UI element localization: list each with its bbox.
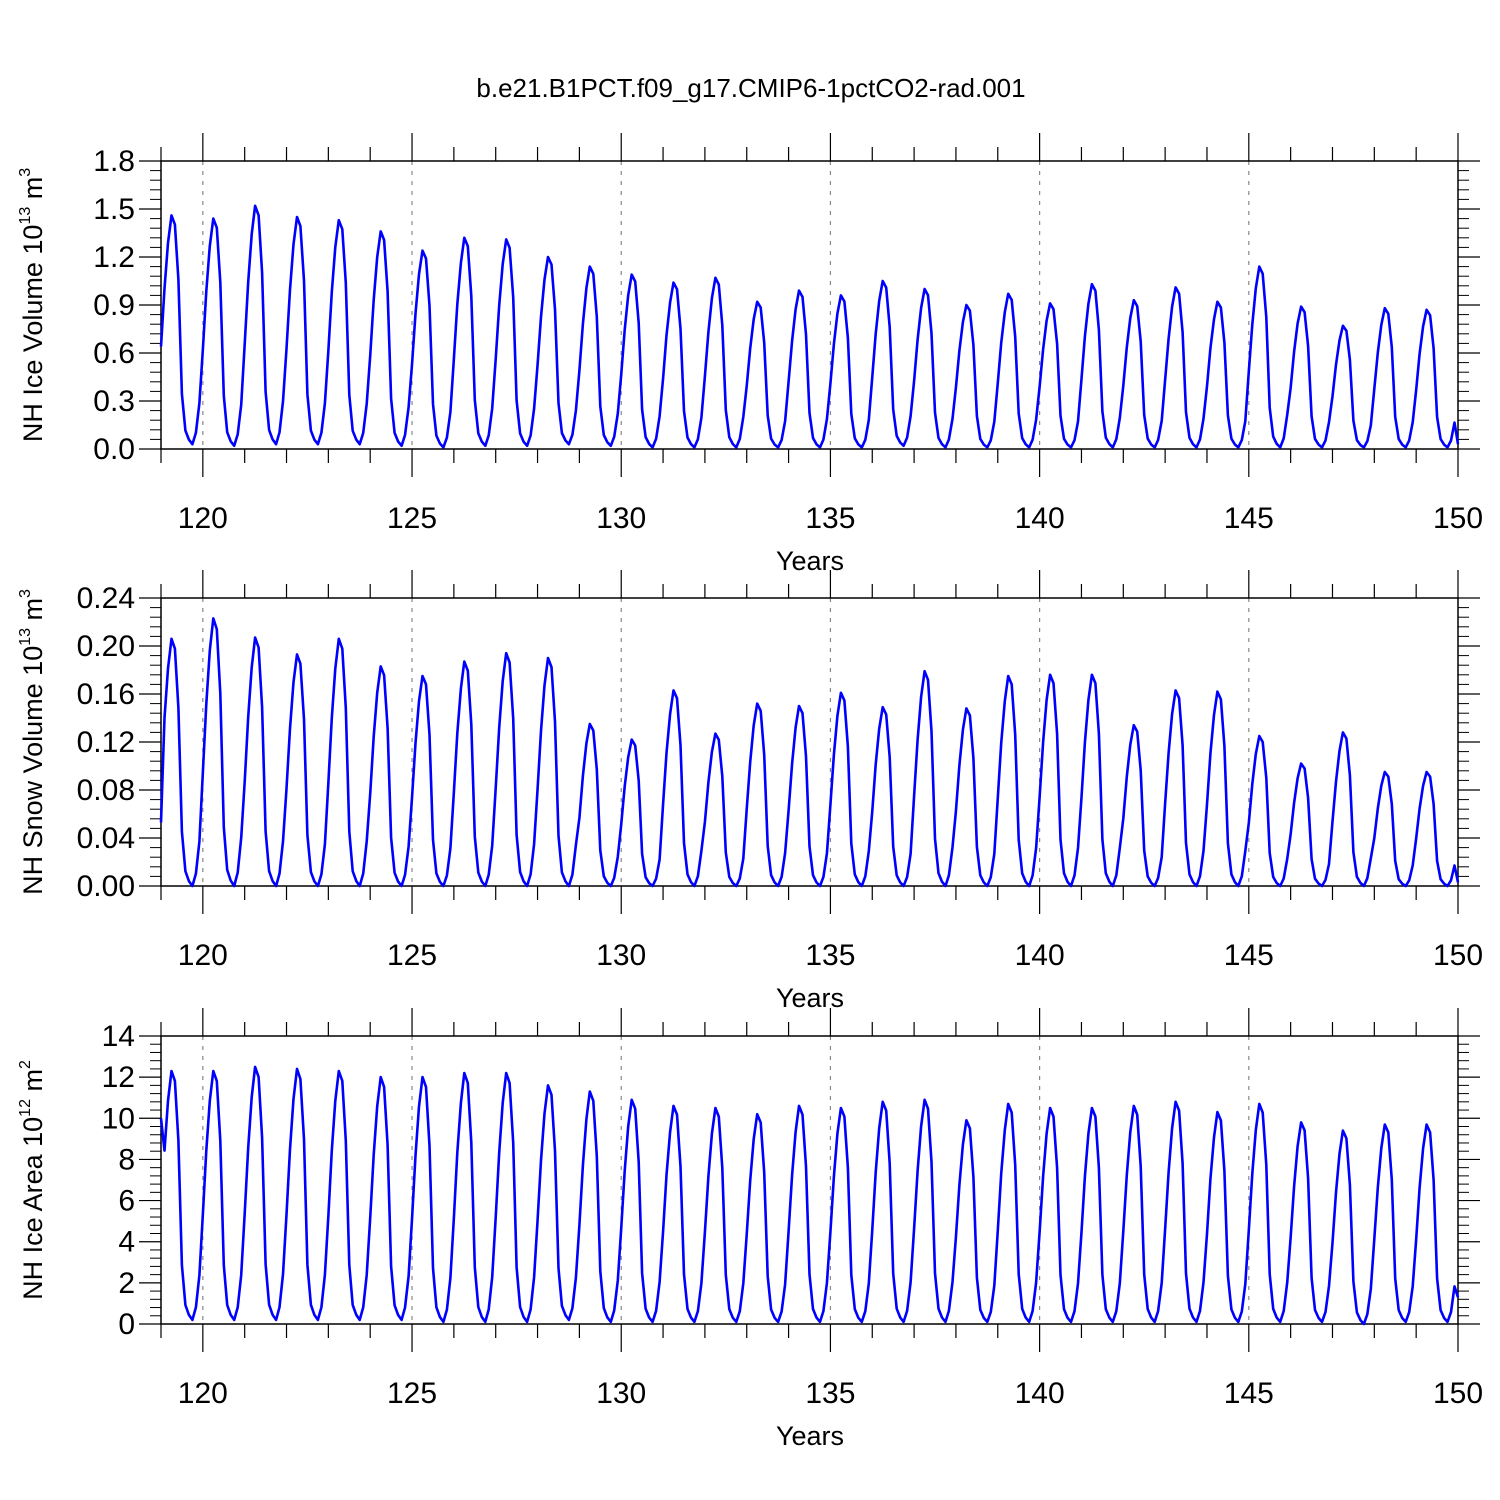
y-tick-label: 0.16 xyxy=(77,678,135,711)
y-tick-label: 0.3 xyxy=(93,385,135,418)
x-tick-label: 125 xyxy=(387,1377,437,1410)
y-axis-label: NH Ice Area 1012 m2 xyxy=(17,1060,48,1300)
y-tick-label: 14 xyxy=(102,1020,135,1053)
panel-2: 0.00 0.04 0.08 0.12 0.16 0.20 0.24 120 125 130 135… xyxy=(17,570,1483,1013)
x-tick-label: 150 xyxy=(1433,1377,1483,1410)
y-tick-label: 0.9 xyxy=(93,289,135,322)
x-tick-label: 145 xyxy=(1224,502,1274,535)
x-tick-label: 130 xyxy=(596,1377,646,1410)
x-tick-label: 130 xyxy=(596,502,646,535)
x-tick-label: 140 xyxy=(1015,502,1065,535)
y-tick-label: 1.2 xyxy=(93,241,135,274)
y-tick-label: 12 xyxy=(102,1061,135,1094)
y-tick-label: 0.24 xyxy=(77,582,135,615)
x-tick-label: 135 xyxy=(805,1377,855,1410)
x-tick-label: 145 xyxy=(1224,939,1274,972)
y-tick-label: 0.08 xyxy=(77,774,135,807)
y-tick-label: 0.04 xyxy=(77,822,135,855)
y-tick-label: 0 xyxy=(118,1308,135,1341)
y-tick-label: 0.00 xyxy=(77,870,135,903)
x-tick-label: 120 xyxy=(178,1377,228,1410)
x-tick-label: 125 xyxy=(387,939,437,972)
x-tick-label: 125 xyxy=(387,502,437,535)
x-tick-label: 145 xyxy=(1224,1377,1274,1410)
y-tick-label: 6 xyxy=(118,1185,135,1218)
x-tick-label: 130 xyxy=(596,939,646,972)
figure-title: b.e21.B1PCT.f09_g17.CMIP6-1pctCO2-rad.00… xyxy=(476,73,1025,103)
y-tick-label: 10 xyxy=(102,1102,135,1135)
panel-1: 0.0 0.3 0.6 0.9 1.2 1.5 1.8 120 125 130 135 140 145 1… xyxy=(17,133,1483,576)
x-tick-label: 120 xyxy=(178,939,228,972)
data-series-line xyxy=(159,204,1460,449)
data-series-line xyxy=(159,1065,1460,1326)
data-series-line xyxy=(159,617,1460,888)
x-tick-label: 135 xyxy=(805,502,855,535)
y-tick-label: 0.6 xyxy=(93,337,135,370)
plot-frame xyxy=(160,1035,1459,1325)
x-tick-label: 140 xyxy=(1015,1377,1065,1410)
y-tick-label: 0.12 xyxy=(77,726,135,759)
x-tick-label: 140 xyxy=(1015,939,1065,972)
y-tick-label: 1.8 xyxy=(93,145,135,178)
x-axis-label: Years xyxy=(776,1421,844,1451)
x-axis-label: Years xyxy=(776,983,844,1013)
y-axis-label: NH Ice Volume 1013 m3 xyxy=(17,168,48,442)
x-tick-label: 150 xyxy=(1433,939,1483,972)
panel-3: 0 2 4 6 8 10 12 14 120 125 130 135 140 145 150 Years NH … xyxy=(17,1008,1483,1451)
x-tick-label: 150 xyxy=(1433,502,1483,535)
y-tick-label: 1.5 xyxy=(93,193,135,226)
y-tick-label: 0.0 xyxy=(93,433,135,466)
x-axis-label: Years xyxy=(776,546,844,576)
x-tick-label: 135 xyxy=(805,939,855,972)
y-tick-label: 4 xyxy=(118,1226,135,1259)
y-tick-label: 2 xyxy=(118,1267,135,1300)
y-axis-label: NH Snow Volume 1013 m3 xyxy=(17,589,48,895)
y-tick-label: 0.20 xyxy=(77,630,135,663)
x-tick-label: 120 xyxy=(178,502,228,535)
y-tick-label: 8 xyxy=(118,1143,135,1176)
